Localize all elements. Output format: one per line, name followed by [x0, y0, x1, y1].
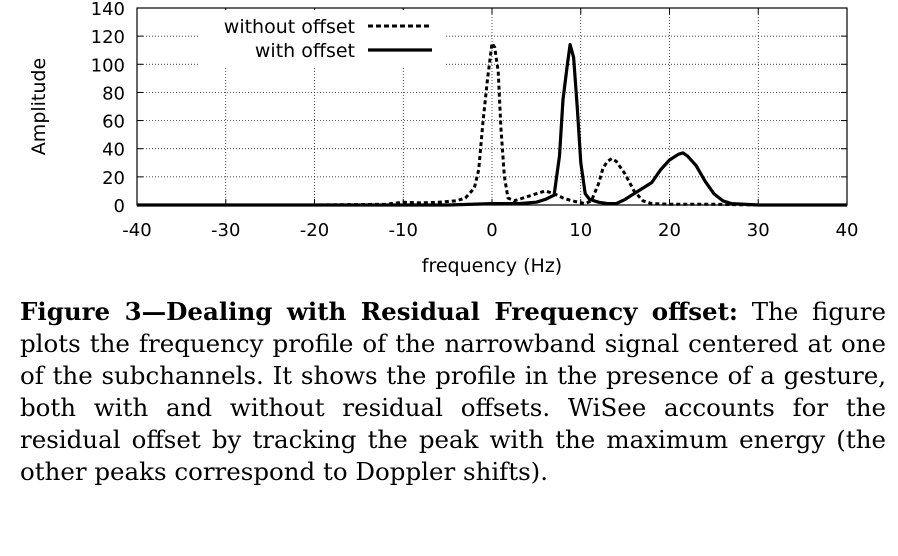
legend-label-without-offset: without offset: [224, 16, 355, 38]
y-axis-label: Amplitude: [28, 58, 50, 155]
x-tick-label: 20: [658, 220, 681, 241]
y-tick-label: 40: [102, 140, 125, 161]
y-tick-label: 0: [114, 196, 125, 217]
y-axis-ticks: 0 20 40 60 80 100 120 140: [91, 0, 847, 217]
legend-label-with-offset: with offset: [255, 40, 355, 62]
x-tick-label: -40: [122, 220, 151, 241]
x-tick-label: 30: [747, 220, 770, 241]
x-tick-label: -20: [300, 220, 329, 241]
legend: without offset with offset: [200, 10, 445, 66]
x-tick-label: 0: [486, 220, 497, 241]
frequency-profile-chart: -40 -30 -20 -10 0 10 20 30 40 0 20 40 60 80 100 120 140…: [28, 0, 859, 277]
series-line-with-offset: [137, 42, 847, 207]
figure-caption: Figure 3—Dealing with Residual Frequency…: [20, 296, 886, 488]
plot-frame: [136, 7, 848, 206]
x-tick-label: -10: [389, 220, 418, 241]
grid: [137, 8, 847, 205]
x-tick-label: 10: [569, 220, 592, 241]
x-tick-label: 40: [836, 220, 859, 241]
y-tick-label: 140: [91, 0, 125, 20]
series-line-without-offset: [137, 41, 847, 207]
y-tick-label: 80: [102, 83, 125, 104]
y-tick-label: 100: [91, 55, 125, 76]
x-tick-label: -30: [211, 220, 240, 241]
y-tick-label: 120: [91, 27, 125, 48]
caption-body: The figure plots the frequency profile o…: [20, 297, 887, 486]
series-layer: [137, 41, 847, 207]
y-tick-label: 20: [102, 168, 125, 189]
legend-background: [200, 10, 445, 66]
y-tick-label: 60: [102, 112, 125, 133]
x-axis-label: frequency (Hz): [422, 255, 562, 277]
caption-title: Figure 3—Dealing with Residual Frequency…: [20, 297, 738, 326]
